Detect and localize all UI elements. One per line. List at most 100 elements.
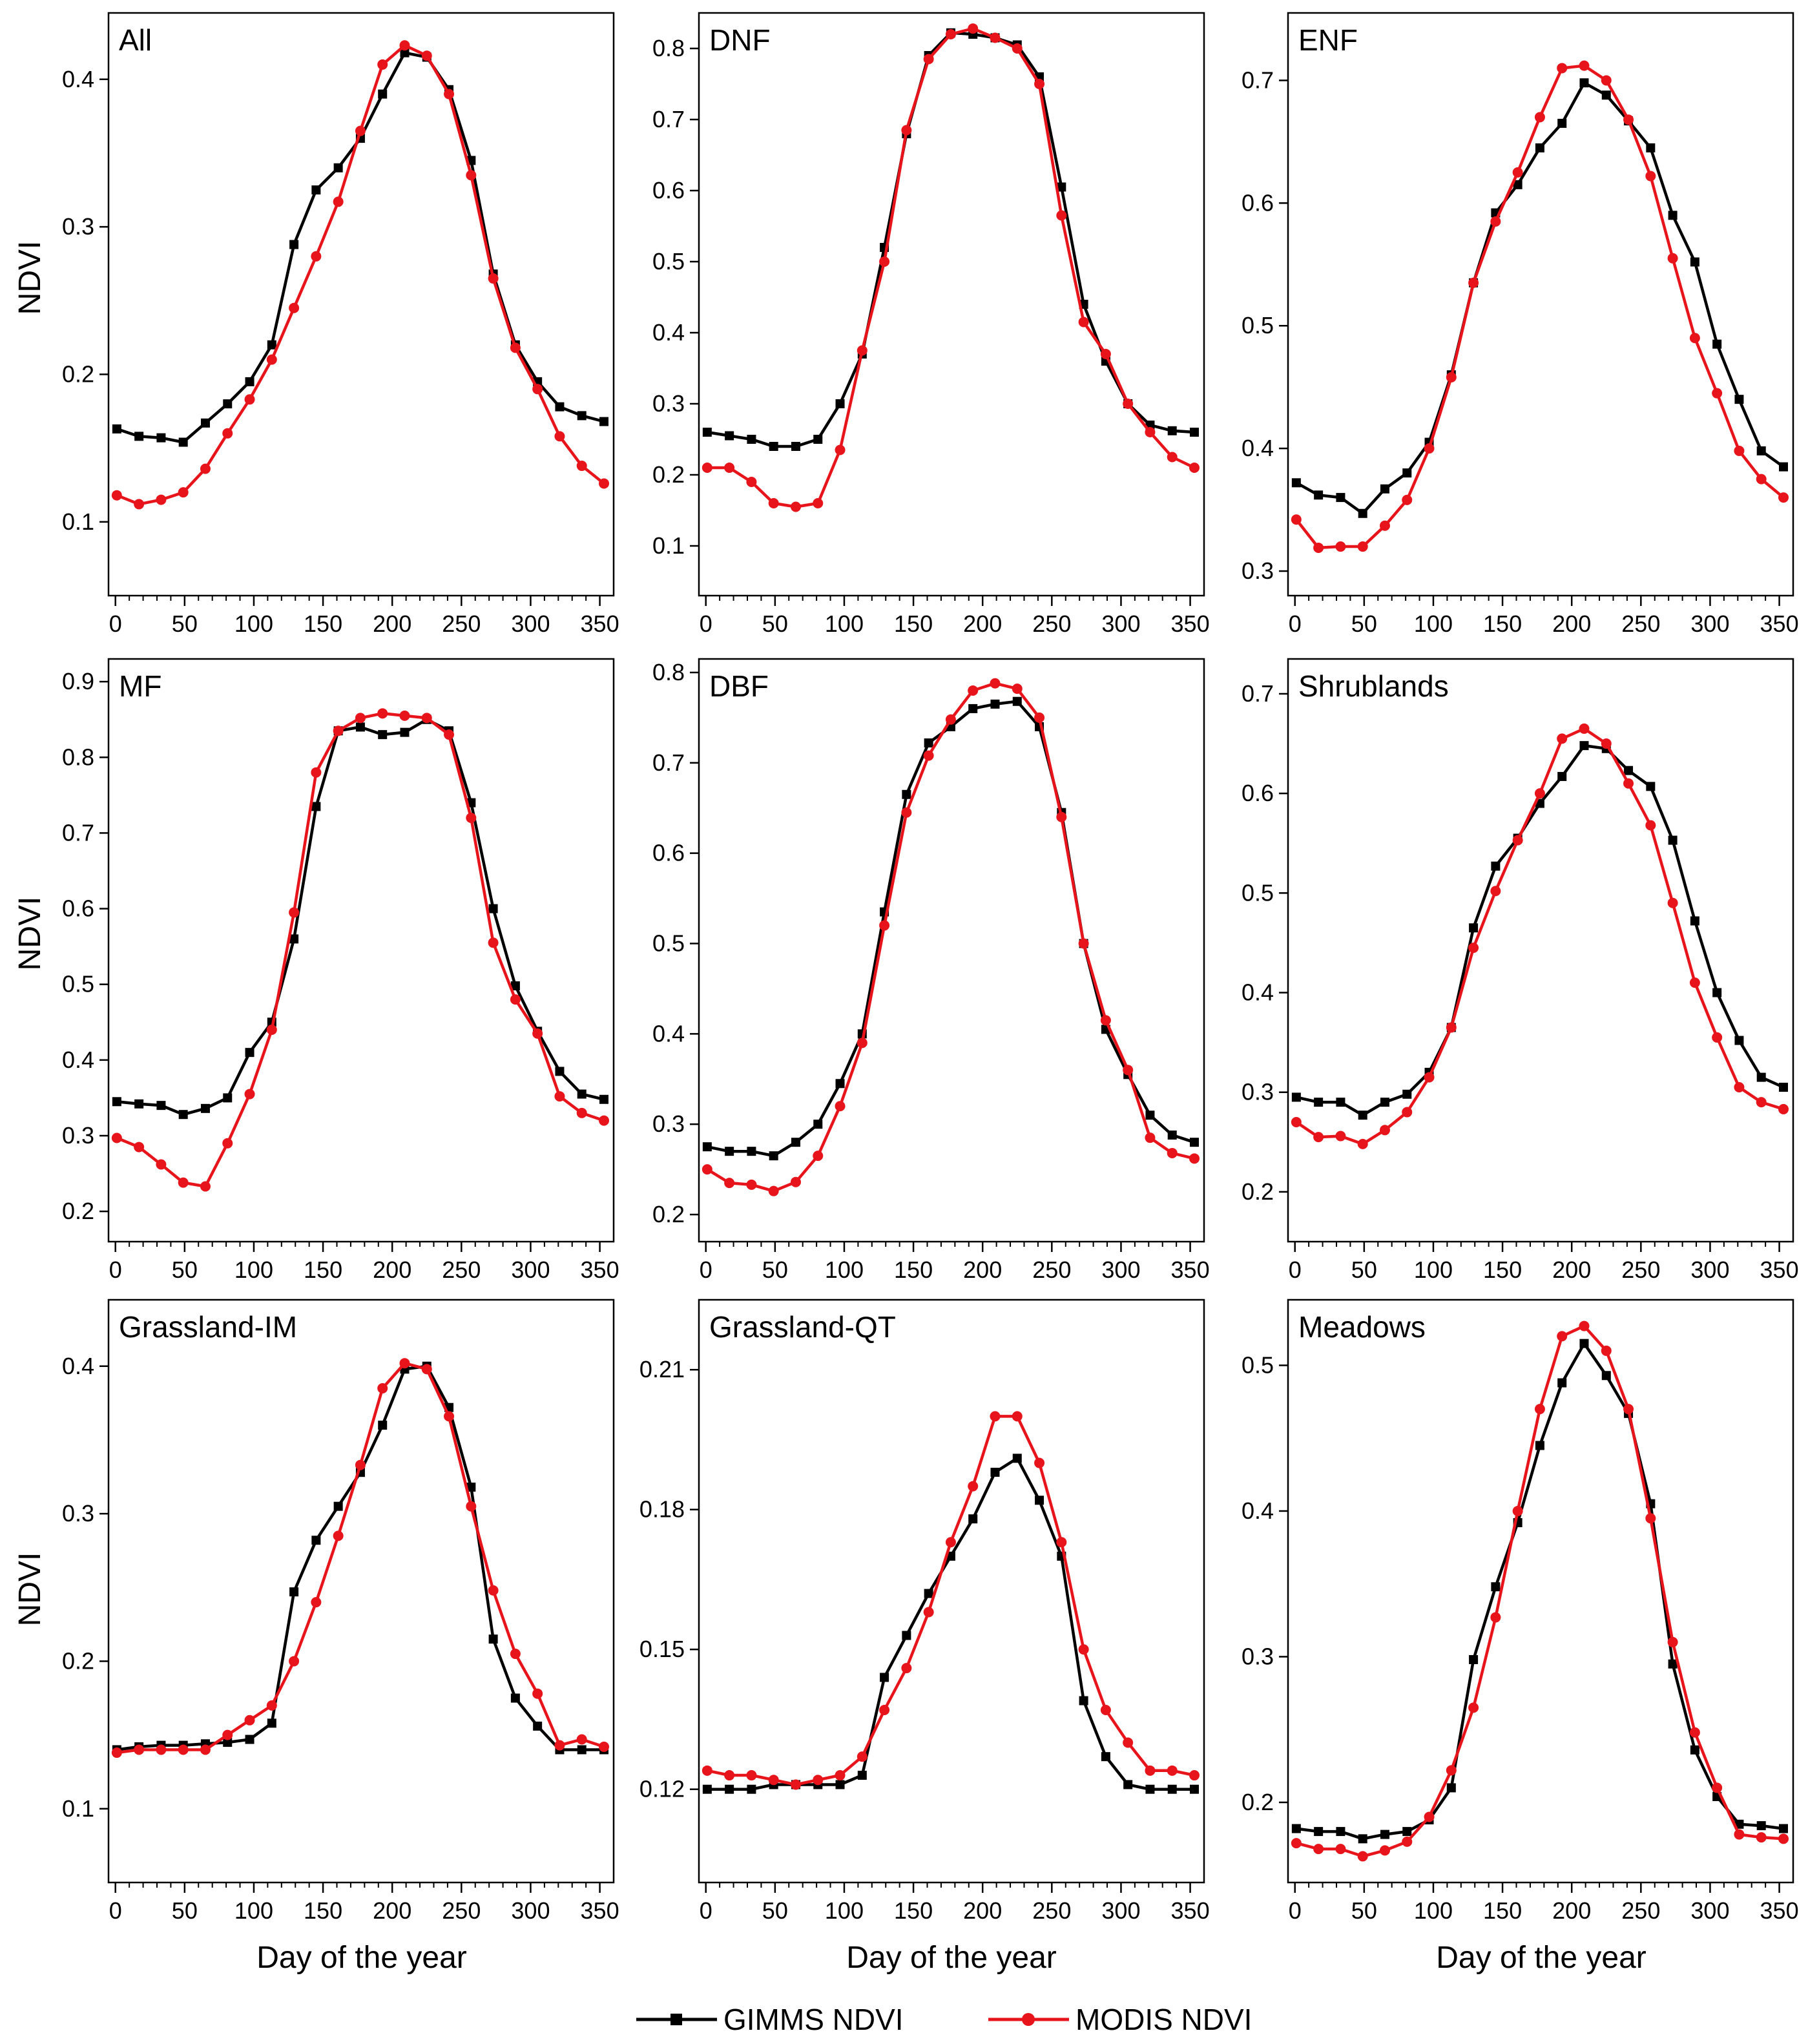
data-point <box>1078 1644 1089 1655</box>
data-point <box>488 273 499 284</box>
y-tick-label: 0.6 <box>652 177 685 203</box>
data-point <box>747 435 756 444</box>
data-point <box>835 1079 845 1089</box>
data-point <box>724 1178 735 1189</box>
y-tick-label: 0.3 <box>1242 558 1274 584</box>
chart-dbf: DBF 0 50 100 150 200 250 300 350 0.2 0.3 0.4 0.5 0.6 0… <box>652 658 1210 1283</box>
y-axis-title-row-1: NDVI <box>13 241 47 315</box>
y-tick-label: 0.3 <box>62 213 94 240</box>
data-point <box>134 1744 145 1755</box>
series-line-gimms-ndvi <box>707 31 1195 448</box>
data-point <box>1756 1821 1766 1831</box>
data-point <box>1291 1824 1301 1833</box>
legend-item-modis: MODIS NDVI <box>988 2003 1252 2036</box>
data-point <box>1469 1654 1479 1664</box>
data-point <box>968 1514 978 1524</box>
x-tick-label: 100 <box>1414 610 1453 637</box>
data-point <box>576 1107 587 1118</box>
data-point <box>1734 1829 1745 1840</box>
x-tick-label: 350 <box>1171 1897 1210 1924</box>
series-line-gimms-ndvi <box>1296 1342 1784 1841</box>
x-tick-label: 150 <box>894 1257 933 1283</box>
data-point <box>1357 1851 1368 1862</box>
data-point <box>245 1735 255 1744</box>
data-point <box>880 1673 889 1682</box>
data-point <box>1335 1131 1346 1142</box>
data-point <box>725 431 734 441</box>
data-point <box>1468 943 1479 954</box>
y-tick-label: 0.3 <box>1242 1079 1274 1105</box>
data-point <box>399 40 410 51</box>
data-point <box>289 1656 300 1667</box>
data-point <box>311 802 321 811</box>
x-tick-label: 50 <box>1351 1897 1377 1924</box>
plot-frame <box>107 658 615 1243</box>
data-point <box>835 1101 846 1112</box>
data-point <box>111 490 122 501</box>
data-point <box>747 1147 756 1156</box>
x-tick-label: 50 <box>762 610 788 637</box>
y-tick-label: 0.5 <box>62 971 94 997</box>
x-tick-label: 350 <box>1171 1257 1210 1283</box>
y-tick-label: 0.6 <box>62 895 94 922</box>
data-point <box>1357 541 1368 552</box>
data-point <box>1145 1765 1156 1776</box>
data-point <box>333 163 343 172</box>
x-tick-label: 250 <box>1032 1897 1071 1924</box>
y-tick-label: 0.2 <box>652 1201 685 1227</box>
data-point <box>923 750 934 761</box>
data-point <box>879 1705 890 1716</box>
data-point <box>1291 514 1302 525</box>
data-point <box>1601 1345 1612 1356</box>
data-point <box>1535 1441 1544 1450</box>
data-point <box>901 807 912 818</box>
x-tick-label: 250 <box>1032 1257 1071 1283</box>
x-tick-label: 50 <box>172 1897 198 1924</box>
data-point <box>466 1483 476 1492</box>
data-point <box>1123 399 1134 409</box>
data-point <box>1335 541 1346 552</box>
series-line-gimms-ndvi <box>116 718 605 1116</box>
data-point <box>1712 339 1722 349</box>
y-tick-label: 0.2 <box>62 1647 94 1674</box>
plot-frame <box>107 12 615 597</box>
data-point <box>990 1411 1001 1422</box>
x-tick-label: 250 <box>442 610 481 637</box>
panel-title: DBF <box>709 669 769 703</box>
data-point <box>1167 452 1178 463</box>
data-point <box>200 1181 211 1192</box>
data-point <box>1313 1132 1324 1143</box>
data-point <box>1357 1138 1368 1149</box>
x-tick-label: 300 <box>1690 610 1729 637</box>
data-point <box>923 1607 934 1618</box>
panel-title: Meadows <box>1298 1310 1426 1344</box>
data-point <box>1056 210 1067 221</box>
x-tick-label: 300 <box>511 1897 550 1924</box>
data-point <box>1778 1103 1789 1114</box>
data-point <box>1491 1582 1501 1592</box>
series-modis-ndvi <box>1291 60 1789 553</box>
data-point <box>1189 1153 1200 1164</box>
data-point <box>1056 1537 1067 1548</box>
data-point <box>1712 1032 1723 1043</box>
series-gimms-ndvi <box>112 714 609 1120</box>
y-tick-label: 0.18 <box>639 1496 685 1523</box>
data-point <box>1446 1783 1456 1793</box>
x-tick-label: 50 <box>172 610 198 637</box>
data-point <box>1624 766 1634 775</box>
panel-title: Grassland-IM <box>119 1310 297 1344</box>
data-point <box>178 1744 189 1755</box>
series-modis-ndvi <box>1291 1320 1789 1862</box>
y-tick-label: 0.9 <box>62 668 94 694</box>
y-tick-label: 0.6 <box>1242 189 1274 216</box>
data-point <box>532 1028 543 1039</box>
x-tick-label: 50 <box>762 1897 788 1924</box>
data-point <box>1689 977 1700 988</box>
chart-mf: MF 0 50 100 150 200 250 300 350 0.2 0.3 0.4 0.5 0.6 0.… <box>62 658 619 1283</box>
data-point <box>1601 738 1612 749</box>
data-point <box>222 1729 233 1740</box>
data-point <box>1667 897 1678 908</box>
series-modis-ndvi <box>111 40 610 510</box>
data-point <box>1579 741 1589 751</box>
x-tick-label: 150 <box>894 610 933 637</box>
